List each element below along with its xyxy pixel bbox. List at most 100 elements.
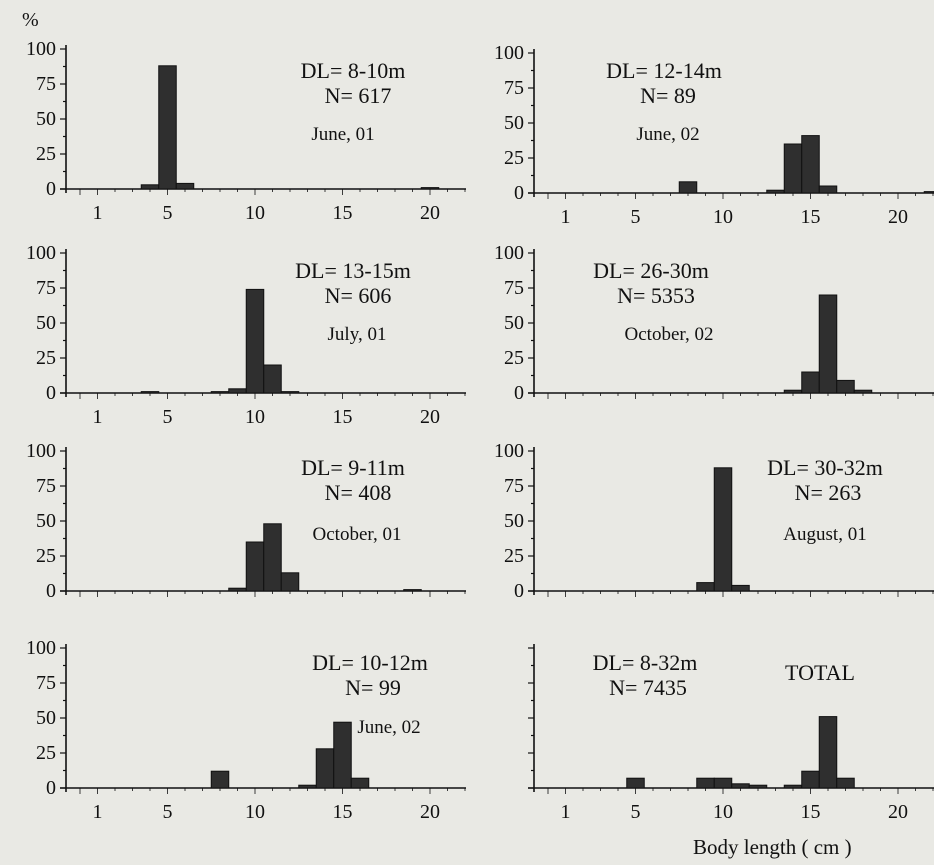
histogram-bar	[403, 589, 422, 592]
histogram-bar	[818, 185, 838, 194]
panel-annotation: DL= 30-32m	[767, 455, 883, 480]
panel-annotation: N= 99	[345, 675, 401, 700]
panel-annotation: DL= 26-30m	[593, 258, 709, 283]
y-tick-label: 0	[46, 178, 56, 200]
y-tick-label: 75	[36, 672, 56, 694]
histogram-bar	[263, 364, 282, 394]
panel-annotation: N= 263	[795, 480, 862, 505]
y-tick-label: 75	[36, 73, 56, 95]
x-tick-label: 10	[245, 801, 265, 823]
histogram-bar	[783, 389, 803, 394]
y-tick-label: 50	[504, 312, 524, 334]
histogram-bar	[245, 288, 265, 394]
histogram-bar	[696, 582, 715, 592]
histogram-bar	[228, 587, 247, 592]
panel-annotation: N= 5353	[617, 283, 695, 308]
histogram-bar	[713, 777, 733, 789]
panel-annotation: October, 02	[625, 324, 714, 345]
histogram-bar	[731, 584, 750, 592]
panel-annotation: DL= 8-32m	[593, 650, 698, 675]
histogram-bar	[140, 391, 160, 394]
y-tick-label: 25	[504, 347, 524, 369]
x-tick-label: 20	[420, 202, 440, 224]
y-tick-label: 25	[36, 742, 56, 764]
histogram-bar	[853, 389, 873, 394]
x-tick-label: 5	[631, 206, 641, 228]
panel-annotation: DL= 8-10m	[301, 58, 406, 83]
histogram-bar	[713, 467, 733, 592]
y-tick-label: 25	[504, 147, 524, 169]
x-tick-label: 15	[801, 801, 821, 823]
x-tick-label: 15	[333, 202, 353, 224]
x-tick-label: 20	[888, 801, 908, 823]
y-tick-label: 75	[36, 277, 56, 299]
histogram-bar	[818, 716, 838, 789]
histogram-bar	[678, 181, 698, 194]
y-tick-label: 75	[36, 475, 56, 497]
x-tick-label: 5	[163, 406, 173, 428]
x-tick-label: 10	[245, 202, 265, 224]
y-tick-label: 75	[504, 475, 524, 497]
y-tick-label: 25	[504, 545, 524, 567]
y-tick-label: 100	[494, 440, 524, 462]
y-tick-label: 50	[36, 108, 56, 130]
y-tick-label: 75	[504, 277, 524, 299]
histogram-bar	[731, 783, 750, 789]
histogram-bar	[801, 135, 820, 194]
histogram-bar	[175, 182, 195, 190]
histogram-bar	[748, 784, 768, 789]
histogram-bar	[923, 191, 934, 194]
panel-annotation: DL= 10-12m	[312, 650, 428, 675]
y-tick-label: 0	[46, 777, 56, 799]
y-tick-label: 100	[26, 38, 56, 60]
x-tick-label: 5	[163, 202, 173, 224]
y-unit-label: %	[22, 9, 39, 31]
panel-annotation: July, 01	[328, 324, 387, 345]
histogram-bar	[783, 784, 803, 789]
x-tick-label: 1	[561, 801, 571, 823]
panel-annotation: DL= 12-14m	[606, 58, 722, 83]
histogram-bar	[766, 189, 785, 194]
x-tick-label: 15	[333, 406, 353, 428]
y-tick-label: 0	[514, 580, 524, 602]
x-tick-label: 20	[420, 801, 440, 823]
panel-annotation: N= 408	[325, 480, 392, 505]
histogram-bar	[350, 777, 370, 789]
panel-annotation: DL= 13-15m	[295, 258, 411, 283]
y-tick-label: 50	[504, 510, 524, 532]
panel-annotation: June, 01	[311, 124, 374, 145]
x-tick-label: 15	[801, 206, 821, 228]
histogram-bar	[315, 748, 335, 789]
y-tick-label: 100	[26, 440, 56, 462]
histogram-bar	[298, 784, 317, 789]
histogram-bar	[245, 541, 265, 592]
y-tick-label: 25	[36, 143, 56, 165]
panel-annotation: June, 02	[357, 717, 420, 738]
y-tick-label: 0	[46, 382, 56, 404]
panel-annotation: N= 606	[325, 283, 392, 308]
histogram-bar	[626, 777, 645, 789]
x-tick-label: 10	[245, 406, 265, 428]
y-tick-label: 100	[26, 242, 56, 264]
histogram-bar	[801, 770, 820, 789]
y-tick-label: 50	[36, 707, 56, 729]
x-tick-label: 10	[713, 206, 733, 228]
x-tick-label: 1	[93, 202, 103, 224]
y-tick-label: 50	[504, 112, 524, 134]
y-tick-label: 75	[504, 77, 524, 99]
y-tick-label: 25	[36, 347, 56, 369]
x-tick-label: 15	[333, 801, 353, 823]
histogram-bar	[263, 523, 282, 592]
x-tick-label: 10	[713, 801, 733, 823]
panel-annotation: June, 02	[636, 124, 699, 145]
histogram-bar	[158, 65, 177, 190]
panel-annotation: DL= 9-11m	[301, 455, 405, 480]
